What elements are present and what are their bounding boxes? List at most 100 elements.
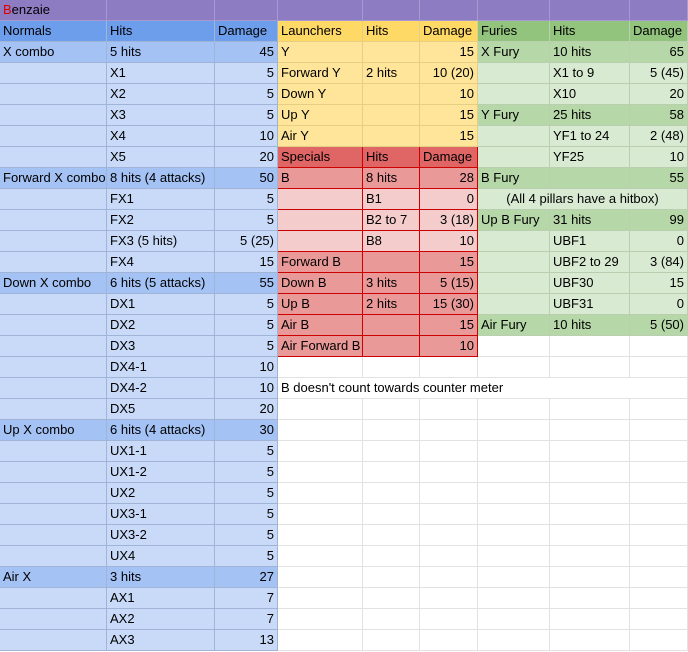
move-cell (0, 105, 107, 126)
grid-cell (363, 504, 420, 525)
hits-cell: X10 (550, 84, 630, 105)
grid-cell (478, 525, 550, 546)
damage-cell: 5 (215, 462, 278, 483)
grid-cell (363, 441, 420, 462)
move-cell: Air Forward B (278, 336, 363, 357)
grid-cell (363, 399, 420, 420)
move-cell: Air Fury (478, 315, 550, 336)
grid-cell (278, 483, 363, 504)
damage-cell: 10 (215, 126, 278, 147)
damage-cell: 10 (420, 84, 478, 105)
grid-cell (420, 420, 478, 441)
hits-cell (363, 126, 420, 147)
move-cell (0, 630, 107, 651)
grid-cell (478, 588, 550, 609)
hits-cell: UX1-2 (107, 462, 215, 483)
move-cell: X Fury (478, 42, 550, 63)
grid-cell (420, 546, 478, 567)
move-cell: Down Y (278, 84, 363, 105)
grid-cell (363, 567, 420, 588)
move-cell: Y (278, 42, 363, 63)
grid-cell (278, 609, 363, 630)
grid-cell (550, 462, 630, 483)
grid-cell (478, 336, 550, 357)
move-cell: Up B (278, 294, 363, 315)
hits-cell: 8 hits (363, 168, 420, 189)
header-cell: Hits (363, 147, 420, 168)
move-cell (478, 252, 550, 273)
hits-cell (363, 42, 420, 63)
grid-cell (630, 462, 688, 483)
title-cell (215, 0, 278, 21)
hits-cell: DX3 (107, 336, 215, 357)
move-cell (0, 147, 107, 168)
grid-cell (420, 357, 478, 378)
damage-cell: 65 (630, 42, 688, 63)
grid-cell (420, 609, 478, 630)
move-cell (0, 315, 107, 336)
move-cell: Forward Y (278, 63, 363, 84)
hits-cell: X3 (107, 105, 215, 126)
damage-cell: 15 (215, 252, 278, 273)
hits-cell (363, 84, 420, 105)
hits-cell: B2 to 7 (363, 210, 420, 231)
damage-cell: 15 (420, 315, 478, 336)
hits-cell: UX1-1 (107, 441, 215, 462)
grid-cell (420, 441, 478, 462)
hits-cell (363, 252, 420, 273)
damage-cell: 10 (420, 336, 478, 357)
move-cell (0, 483, 107, 504)
hits-cell: DX4-1 (107, 357, 215, 378)
grid-cell (630, 504, 688, 525)
grid-cell (363, 462, 420, 483)
damage-cell: 0 (420, 189, 478, 210)
hits-cell: FX4 (107, 252, 215, 273)
grid-cell (420, 462, 478, 483)
move-cell (478, 273, 550, 294)
header-cell: Damage (215, 21, 278, 42)
hits-cell: AX1 (107, 588, 215, 609)
grid-cell (278, 546, 363, 567)
hits-cell: FX2 (107, 210, 215, 231)
move-cell: Forward X combo (0, 168, 107, 189)
grid-cell (630, 609, 688, 630)
move-cell (478, 63, 550, 84)
header-cell: Hits (363, 21, 420, 42)
damage-cell: 10 (215, 357, 278, 378)
damage-cell: 10 (215, 378, 278, 399)
damage-cell: 5 (215, 315, 278, 336)
damage-cell: 5 (215, 504, 278, 525)
grid-cell (363, 420, 420, 441)
hits-cell: UBF31 (550, 294, 630, 315)
grid-cell (630, 399, 688, 420)
damage-cell: 5 (15) (420, 273, 478, 294)
damage-cell: 5 (50) (630, 315, 688, 336)
grid-cell (363, 609, 420, 630)
damage-cell: 5 (215, 210, 278, 231)
grid-cell (420, 483, 478, 504)
grid-cell (630, 483, 688, 504)
hits-cell (550, 168, 630, 189)
grid-cell (478, 546, 550, 567)
move-cell (0, 588, 107, 609)
move-cell: B Fury (478, 168, 550, 189)
damage-cell: 15 (30) (420, 294, 478, 315)
move-cell (0, 189, 107, 210)
move-cell (478, 147, 550, 168)
hits-cell: YF1 to 24 (550, 126, 630, 147)
move-cell: Air B (278, 315, 363, 336)
damage-cell: 20 (215, 399, 278, 420)
hits-cell: DX4-2 (107, 378, 215, 399)
hits-cell: 2 hits (363, 63, 420, 84)
title-cell (278, 0, 363, 21)
move-cell: Forward B (278, 252, 363, 273)
damage-cell: 15 (630, 273, 688, 294)
hits-cell: 6 hits (4 attacks) (107, 420, 215, 441)
grid-cell (278, 525, 363, 546)
header-cell: Hits (550, 21, 630, 42)
hits-cell: 3 hits (107, 567, 215, 588)
damage-cell: 5 (215, 525, 278, 546)
move-cell (0, 399, 107, 420)
move-cell: Down B (278, 273, 363, 294)
move-cell: Up X combo (0, 420, 107, 441)
